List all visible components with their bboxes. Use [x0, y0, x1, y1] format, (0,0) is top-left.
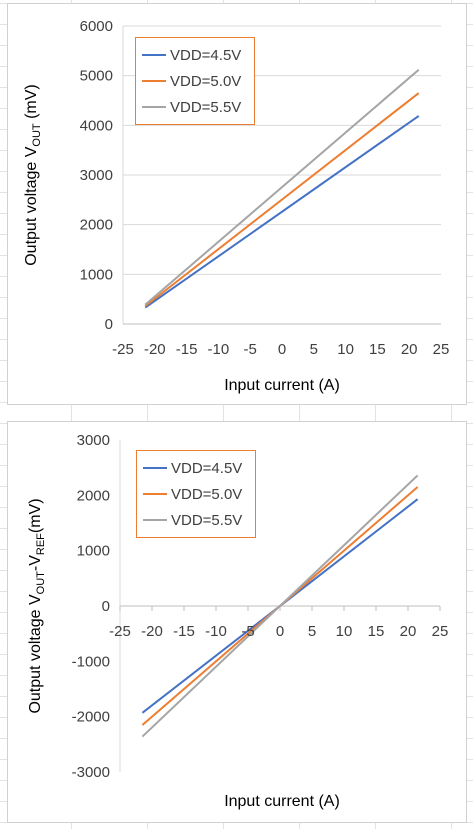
y-axis-title: Output voltage VOUT (mV) — [23, 84, 43, 266]
x-tick-label: -15 — [176, 341, 198, 358]
x-tick-label: 0 — [276, 623, 284, 640]
x-tick-label: -5 — [244, 341, 257, 358]
series-line-vdd-5-5v — [141, 474, 419, 738]
series-line-vdd-4-5v — [144, 115, 420, 309]
x-tick-label: 5 — [308, 623, 316, 640]
y-tick-label: 0 — [105, 316, 113, 333]
x-tick-label: 15 — [368, 623, 385, 640]
legend-swatch — [143, 519, 167, 521]
y-axis-title-subscript: OUT — [35, 571, 47, 595]
legend-swatch — [143, 467, 167, 469]
y-tick-label: 4000 — [80, 117, 113, 134]
y-tick-label: 2000 — [80, 217, 113, 234]
x-tick-label: 0 — [278, 341, 286, 358]
chart-output-voltage-plot: 0 1000 2000 3000 4000 5000 6000 -25 -20 -15 -10 -5 0… — [23, 18, 450, 394]
x-tick-label: 25 — [433, 341, 450, 358]
legend-label: VDD=4.5V — [171, 459, 243, 477]
y-axis-title-part: (mV) — [27, 498, 44, 533]
x-tick-label: 15 — [369, 341, 386, 358]
legend-entry: VDD=4.5V — [142, 42, 248, 68]
legend-swatch — [142, 80, 166, 82]
chart-output-voltage-minus-vref[interactable]: -3000 -2000 -1000 0 1000 2000 3000 -25 -20 -15 -10… — [7, 421, 467, 823]
legend-entry: VDD=4.5V — [143, 455, 249, 481]
y-axis-title-subscript: OUT — [31, 123, 43, 147]
legend: VDD=4.5V VDD=5.0V VDD=5.5V — [136, 450, 256, 538]
y-axis-title-part: -V — [27, 555, 44, 571]
y-tick-label: 3000 — [80, 167, 113, 184]
chart-output-voltage[interactable]: 0 1000 2000 3000 4000 5000 6000 -25 -20 -15 -10 -5 0… — [7, 3, 467, 405]
x-axis-title: Input current (A) — [224, 793, 340, 810]
x-tick-label: 20 — [400, 623, 417, 640]
y-axis-title: Output voltage VOUT-VREF(mV) — [27, 498, 47, 713]
legend-entry: VDD=5.5V — [142, 94, 248, 120]
x-tick-label: -15 — [173, 623, 195, 640]
chart-output-voltage-minus-vref-plot: -3000 -2000 -1000 0 1000 2000 3000 -25 -20 -15 -10… — [27, 432, 449, 810]
x-tick-label: -20 — [141, 623, 163, 640]
legend-entry: VDD=5.0V — [143, 481, 249, 507]
legend-label: VDD=4.5V — [170, 46, 242, 64]
x-tick-label: -25 — [109, 623, 131, 640]
y-axis-title-part: Output voltage V — [23, 146, 40, 266]
y-tick-label: 5000 — [80, 68, 113, 85]
x-tick-label: 5 — [310, 341, 318, 358]
y-tick-label: -3000 — [72, 764, 110, 781]
series-line-vdd-5-0v — [144, 92, 420, 307]
y-tick-label: 0 — [102, 598, 110, 615]
x-axis-title: Input current (A) — [224, 377, 340, 394]
legend-label: VDD=5.5V — [170, 98, 242, 116]
legend-swatch — [143, 493, 167, 495]
legend-label: VDD=5.5V — [171, 511, 243, 529]
y-axis-title-subscript: REF — [35, 533, 47, 555]
y-tick-label: 6000 — [80, 18, 113, 35]
y-tick-label: 1000 — [80, 266, 113, 283]
x-tick-label: -5 — [241, 623, 254, 640]
y-tick-label: -1000 — [72, 653, 110, 670]
legend-swatch — [142, 106, 166, 108]
x-tick-label: 25 — [432, 623, 449, 640]
x-tick-label: -25 — [112, 341, 134, 358]
y-axis-title-part: Output voltage V — [27, 594, 44, 714]
legend-swatch — [142, 54, 166, 56]
y-tick-label: 2000 — [77, 487, 110, 504]
series-line-vdd-5-5v — [144, 68, 420, 306]
legend-label: VDD=5.0V — [170, 72, 242, 90]
x-tick-label: -10 — [205, 623, 227, 640]
y-tick-label: 1000 — [77, 543, 110, 560]
x-tick-label: -20 — [144, 341, 166, 358]
legend-entry: VDD=5.0V — [142, 68, 248, 94]
x-tick-label: 10 — [336, 623, 353, 640]
y-tick-label: 3000 — [77, 432, 110, 449]
x-tick-label: 10 — [337, 341, 354, 358]
y-tick-label: -2000 — [72, 709, 110, 726]
y-axis-title-part: (mV) — [23, 84, 40, 123]
legend-label: VDD=5.0V — [171, 485, 243, 503]
x-tick-label: -10 — [208, 341, 230, 358]
legend: VDD=4.5V VDD=5.0V VDD=5.5V — [135, 37, 255, 125]
legend-entry: VDD=5.5V — [143, 507, 249, 533]
x-tick-label: 20 — [401, 341, 418, 358]
